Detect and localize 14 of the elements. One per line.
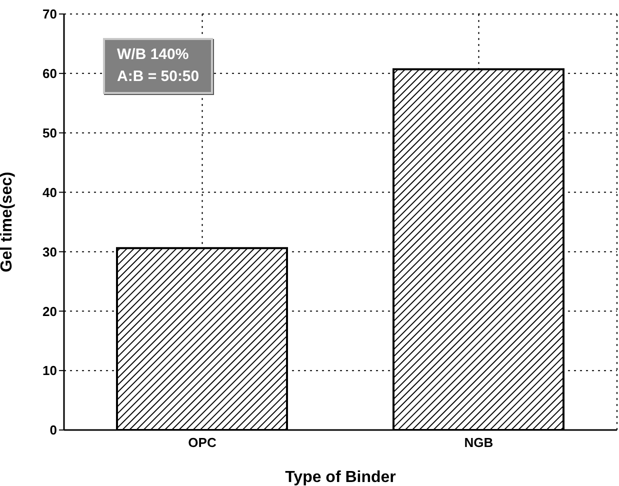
y-tick-label: 30 <box>42 244 57 260</box>
y-tick-label: 60 <box>42 66 57 82</box>
x-tick-label: OPC <box>188 435 217 450</box>
y-tick-label: 70 <box>42 6 57 22</box>
y-tick-label: 20 <box>42 304 57 319</box>
annotation: W/B 140% <box>117 45 190 65</box>
y-tick-label: 0 <box>50 422 57 438</box>
x-axis-title: Type of Binder <box>285 469 396 486</box>
y-tick-label: 10 <box>42 363 57 378</box>
y-tick-label: 50 <box>42 125 57 140</box>
x-tick-label: NGB <box>464 435 494 450</box>
y-axis-title: Gel time(sec) <box>0 172 16 272</box>
annotation: A:B = 50:50 <box>117 67 200 87</box>
y-tick-label: 40 <box>42 184 57 200</box>
